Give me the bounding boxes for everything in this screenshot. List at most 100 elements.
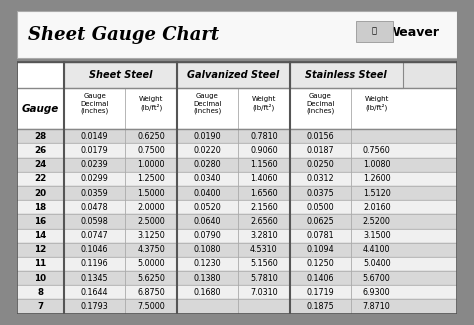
Text: 1.2600: 1.2600	[363, 175, 391, 183]
Text: Gauge
Decimal
(inches): Gauge Decimal (inches)	[81, 94, 109, 114]
Text: 0.1080: 0.1080	[194, 245, 221, 254]
Text: 7.0310: 7.0310	[250, 288, 278, 297]
Text: 8: 8	[37, 288, 44, 297]
Text: 6.9300: 6.9300	[363, 288, 391, 297]
Text: 0.0625: 0.0625	[306, 217, 334, 226]
Text: 0.0478: 0.0478	[81, 203, 109, 212]
Text: 5.1560: 5.1560	[250, 259, 278, 268]
Text: 7.5000: 7.5000	[137, 302, 165, 311]
Bar	[17, 11, 457, 58]
Bar	[17, 257, 457, 271]
Text: 2.1560: 2.1560	[250, 203, 278, 212]
Text: 1.5120: 1.5120	[363, 188, 391, 198]
Text: 2.0000: 2.0000	[137, 203, 165, 212]
Text: 5.0400: 5.0400	[363, 259, 391, 268]
Text: 3.2810: 3.2810	[250, 231, 278, 240]
Text: 28: 28	[34, 132, 46, 141]
Text: 0.1230: 0.1230	[194, 259, 221, 268]
Text: 7: 7	[37, 302, 44, 311]
Text: 0.0500: 0.0500	[307, 203, 334, 212]
Text: 0.1680: 0.1680	[194, 288, 221, 297]
Text: 0.0747: 0.0747	[81, 231, 109, 240]
Text: Weight
(lb/ft²): Weight (lb/ft²)	[139, 97, 163, 111]
Text: 7.8710: 7.8710	[363, 302, 391, 311]
Text: 2.6560: 2.6560	[250, 217, 278, 226]
Text: 0.0220: 0.0220	[193, 146, 221, 155]
Text: Galvanized Steel: Galvanized Steel	[187, 70, 280, 80]
Bar	[17, 88, 457, 129]
Text: Gauge: Gauge	[22, 104, 59, 114]
Text: Weight
(lb/ft²): Weight (lb/ft²)	[365, 97, 389, 111]
Text: 0.1094: 0.1094	[307, 245, 334, 254]
Text: 0.0375: 0.0375	[306, 188, 334, 198]
Text: 22: 22	[34, 175, 46, 183]
Text: 11: 11	[34, 259, 46, 268]
Bar	[17, 214, 457, 228]
Text: 0.1250: 0.1250	[306, 259, 334, 268]
Text: 0.0312: 0.0312	[307, 175, 334, 183]
Bar	[17, 200, 457, 214]
Bar	[17, 172, 457, 186]
Text: 0.1046: 0.1046	[81, 245, 109, 254]
Text: 🚛: 🚛	[372, 27, 377, 36]
Text: 0.1644: 0.1644	[81, 288, 109, 297]
Text: 2.0160: 2.0160	[363, 203, 391, 212]
Bar	[17, 143, 457, 158]
Text: 1.0080: 1.0080	[363, 160, 391, 169]
Text: 1.0000: 1.0000	[137, 160, 165, 169]
Text: 1.2500: 1.2500	[137, 175, 165, 183]
Bar	[17, 186, 457, 200]
Text: 16: 16	[34, 217, 46, 226]
Text: 0.1345: 0.1345	[81, 274, 109, 283]
Text: 1.1560: 1.1560	[250, 160, 278, 169]
Text: 20: 20	[34, 188, 46, 198]
Bar	[17, 243, 457, 257]
Text: 12: 12	[34, 245, 46, 254]
Bar	[356, 21, 393, 42]
Text: 1.5000: 1.5000	[137, 188, 165, 198]
Text: Sheet Gauge Chart: Sheet Gauge Chart	[27, 26, 219, 44]
Text: 0.1719: 0.1719	[306, 288, 334, 297]
Text: 0.0239: 0.0239	[81, 160, 109, 169]
Text: 0.0190: 0.0190	[194, 132, 221, 141]
Bar	[17, 299, 457, 314]
Bar	[17, 285, 457, 299]
Text: 3.1250: 3.1250	[137, 231, 165, 240]
Text: 10: 10	[34, 274, 46, 283]
Text: 0.6250: 0.6250	[137, 132, 165, 141]
Text: Gauge
Decimal
(inches): Gauge Decimal (inches)	[193, 94, 222, 114]
Text: 0.0179: 0.0179	[81, 146, 109, 155]
Text: 0.0359: 0.0359	[81, 188, 109, 198]
Bar	[17, 158, 457, 172]
Text: 0.0640: 0.0640	[194, 217, 221, 226]
Text: Weight
(lb/ft²): Weight (lb/ft²)	[252, 97, 276, 111]
Bar	[17, 228, 457, 243]
Text: 5.7810: 5.7810	[250, 274, 278, 283]
Text: 0.0400: 0.0400	[194, 188, 221, 198]
Text: 0.0187: 0.0187	[307, 146, 334, 155]
Text: 18: 18	[34, 203, 46, 212]
Text: 0.0598: 0.0598	[81, 217, 109, 226]
Text: 6.8750: 6.8750	[137, 288, 165, 297]
Text: 2.5200: 2.5200	[363, 217, 391, 226]
Text: 4.3750: 4.3750	[137, 245, 165, 254]
Bar	[17, 62, 64, 88]
Text: 0.1380: 0.1380	[194, 274, 221, 283]
Text: 4.5310: 4.5310	[250, 245, 278, 254]
Text: 1.6560: 1.6560	[250, 188, 278, 198]
Bar	[177, 62, 290, 88]
Bar	[17, 62, 457, 314]
Text: Sheet Steel: Sheet Steel	[89, 70, 152, 80]
Bar	[17, 271, 457, 285]
Text: 0.1793: 0.1793	[81, 302, 109, 311]
Text: 0.0781: 0.0781	[307, 231, 334, 240]
Text: 0.1875: 0.1875	[306, 302, 334, 311]
Text: Stainless Steel: Stainless Steel	[305, 70, 387, 80]
Bar	[64, 62, 177, 88]
Text: 0.0299: 0.0299	[81, 175, 109, 183]
Text: 0.0149: 0.0149	[81, 132, 109, 141]
Text: 0.7810: 0.7810	[250, 132, 278, 141]
Bar	[17, 62, 457, 88]
Text: 5.6700: 5.6700	[363, 274, 391, 283]
Text: 0.1406: 0.1406	[307, 274, 334, 283]
